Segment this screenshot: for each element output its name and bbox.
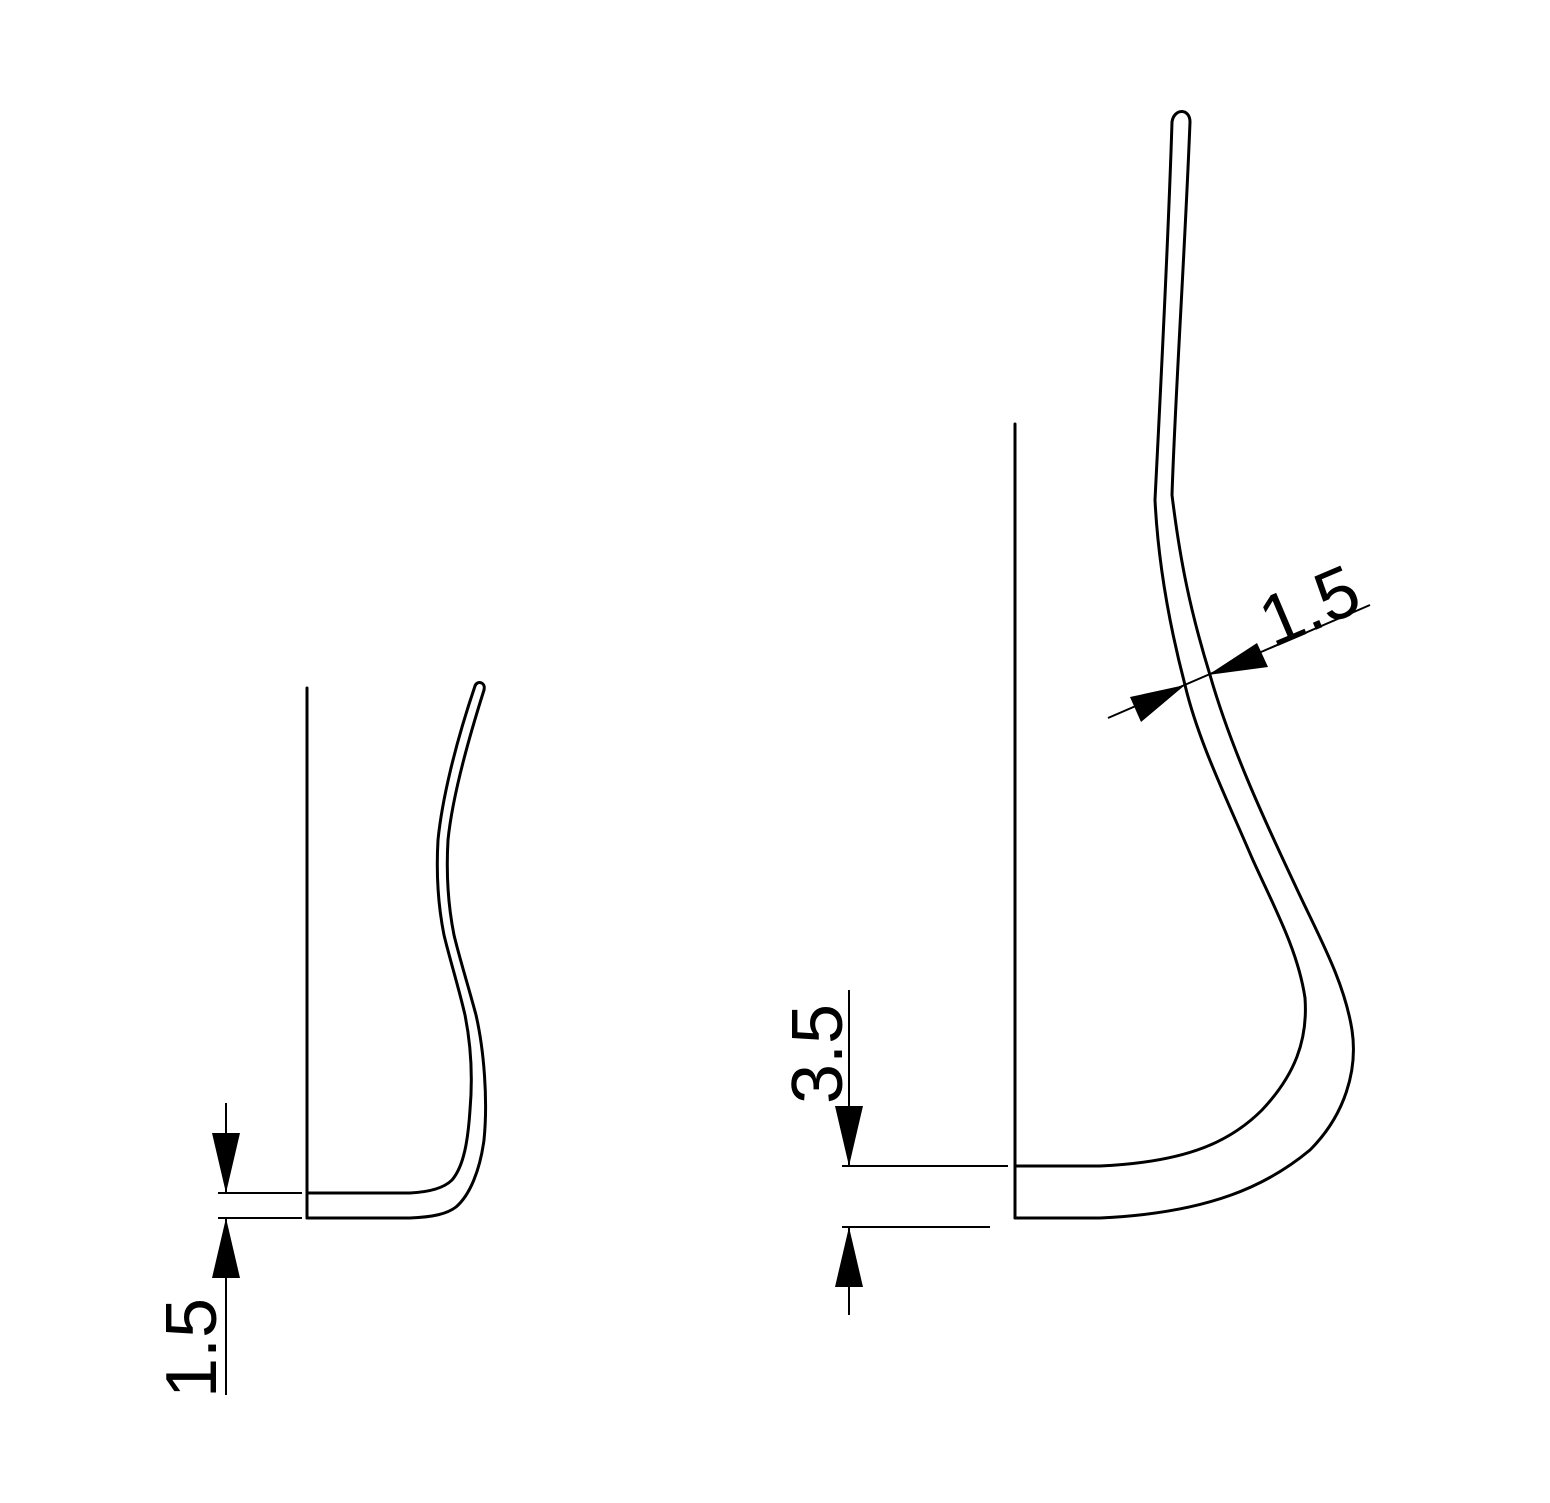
left-profile-tip <box>473 681 486 692</box>
right-wall-label: 1.5 <box>1248 550 1371 663</box>
left-profile-outer <box>305 688 488 1220</box>
left-arrow-down <box>212 1133 240 1193</box>
right-thickness-dimension: 3.5 <box>778 990 1008 1315</box>
right-profile-inner <box>1013 120 1307 1168</box>
right-wall-arrow-left <box>1130 685 1185 722</box>
left-arrow-up <box>212 1218 240 1278</box>
left-profile-inner <box>305 684 477 1195</box>
right-arrow-up <box>835 1227 863 1287</box>
left-dimension: 1.5 <box>152 1103 302 1398</box>
right-arrow-down <box>835 1106 863 1166</box>
right-thickness-label: 3.5 <box>778 1004 858 1104</box>
right-wall-dimension: 1.5 <box>1107 550 1371 722</box>
right-profile-outer <box>1013 120 1355 1220</box>
right-profile-tip <box>1170 110 1192 124</box>
left-profile <box>305 681 488 1220</box>
right-profile <box>1013 110 1355 1220</box>
right-wall-arrow-right <box>1208 643 1268 675</box>
left-dimension-label: 1.5 <box>152 1298 232 1398</box>
